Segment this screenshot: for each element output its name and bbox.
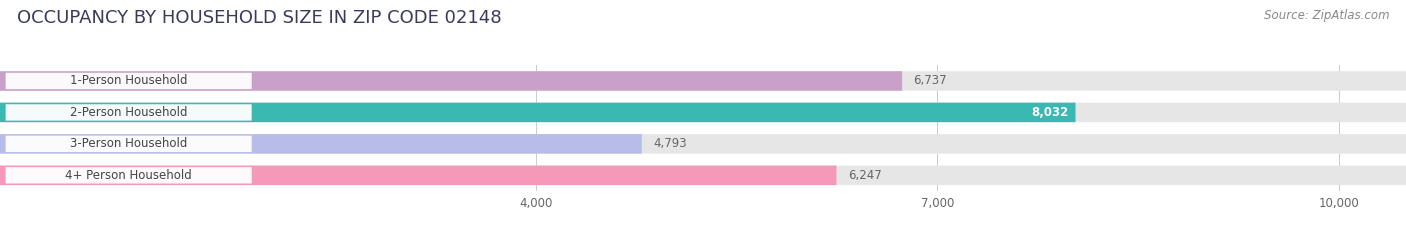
FancyBboxPatch shape <box>6 167 252 184</box>
Text: 2-Person Household: 2-Person Household <box>70 106 187 119</box>
Text: 4+ Person Household: 4+ Person Household <box>65 169 193 182</box>
Text: 6,737: 6,737 <box>914 75 948 87</box>
Text: OCCUPANCY BY HOUSEHOLD SIZE IN ZIP CODE 02148: OCCUPANCY BY HOUSEHOLD SIZE IN ZIP CODE … <box>17 9 502 27</box>
FancyBboxPatch shape <box>0 166 837 185</box>
FancyBboxPatch shape <box>0 103 1406 122</box>
FancyBboxPatch shape <box>0 134 1406 154</box>
Text: 8,032: 8,032 <box>1031 106 1069 119</box>
FancyBboxPatch shape <box>6 104 252 121</box>
Text: 1-Person Household: 1-Person Household <box>70 75 187 87</box>
FancyBboxPatch shape <box>0 134 641 154</box>
FancyBboxPatch shape <box>6 136 252 152</box>
FancyBboxPatch shape <box>0 103 1076 122</box>
FancyBboxPatch shape <box>0 71 903 91</box>
Text: Source: ZipAtlas.com: Source: ZipAtlas.com <box>1264 9 1389 22</box>
FancyBboxPatch shape <box>0 166 1406 185</box>
FancyBboxPatch shape <box>6 73 252 89</box>
Text: 3-Person Household: 3-Person Household <box>70 137 187 150</box>
FancyBboxPatch shape <box>0 71 1406 91</box>
Text: 6,247: 6,247 <box>848 169 882 182</box>
Text: 4,793: 4,793 <box>652 137 686 150</box>
